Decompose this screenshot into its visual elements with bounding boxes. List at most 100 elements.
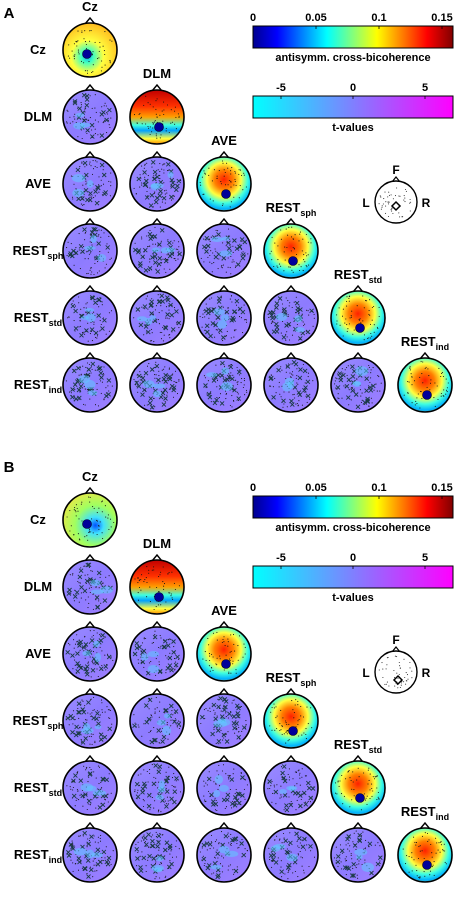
electrode-dot: [153, 387, 155, 389]
electrode-dot: [75, 515, 77, 517]
electrode-dot: [306, 309, 308, 311]
electrode-dot: [84, 108, 86, 110]
electrode-dot: [72, 574, 74, 576]
significance-marker: [163, 779, 169, 784]
electrode-dot: [151, 332, 153, 334]
significance-marker: [78, 243, 84, 249]
electrode-dot: [240, 254, 242, 256]
electrode-dot: [288, 305, 290, 307]
significance-marker: [75, 651, 80, 656]
electrode-dot: [202, 658, 204, 660]
significance-marker: [302, 387, 307, 393]
orientation-electrode: [382, 203, 384, 205]
electrode-dot: [268, 847, 270, 849]
row-label-subscript: sph: [47, 721, 63, 731]
t-value-cluster: [73, 122, 86, 130]
electrode-dot: [222, 203, 224, 205]
significance-marker: [346, 377, 352, 383]
tvalue-topomap: [129, 284, 185, 346]
electrode-dot: [269, 253, 271, 255]
electrode-dot: [145, 870, 147, 873]
electrode-dot: [93, 273, 95, 276]
electrode-dot: [204, 799, 206, 801]
reference-electrode: [288, 726, 298, 736]
diagonal-topomap: [62, 16, 118, 78]
electrode-dot: [305, 233, 307, 236]
electrode-dot: [408, 381, 410, 383]
electrode-dot: [220, 266, 222, 268]
electrode-dot: [337, 781, 339, 783]
electrode-dot: [435, 837, 437, 839]
electrode-dot: [206, 784, 208, 786]
electrode-dot: [286, 733, 288, 735]
electrode-dot: [308, 398, 311, 400]
significance-marker: [95, 605, 100, 610]
electrode-dot: [269, 858, 271, 861]
electrode-dot: [174, 588, 176, 591]
significance-marker: [96, 721, 101, 727]
electrode-dot: [236, 866, 238, 868]
electrode-dot: [280, 766, 283, 768]
t-value-cluster: [90, 579, 101, 587]
significance-marker: [86, 874, 91, 879]
electrode-dot: [419, 850, 421, 852]
electrode-dot: [152, 642, 155, 644]
colorbar-bicoherence-bar: [252, 495, 454, 519]
electrode-dot: [168, 572, 170, 574]
row-label: AVE: [25, 176, 51, 191]
electrode-dot: [68, 316, 70, 318]
significance-marker: [83, 642, 89, 647]
significance-marker: [273, 860, 279, 865]
electrode-dot: [420, 391, 422, 393]
electrode-dot: [294, 234, 296, 236]
significance-marker: [76, 709, 81, 715]
electrode-dot: [146, 295, 148, 297]
electrode-dot: [145, 123, 147, 125]
electrode-dot: [82, 805, 84, 807]
electrode-dot: [75, 862, 77, 865]
electrode-dot: [96, 668, 98, 670]
electrode-dot: [203, 238, 205, 240]
electrode-dot: [307, 372, 310, 374]
significance-marker: [156, 261, 162, 267]
significance-marker: [86, 562, 92, 568]
electrode-dot: [301, 776, 303, 778]
electrode-dot: [440, 375, 442, 378]
electrode-dot: [80, 308, 82, 310]
electrode-dot: [141, 236, 143, 238]
electrode-dot: [155, 113, 157, 115]
electrode-dot: [97, 765, 99, 767]
electrode-dot: [281, 369, 283, 371]
significance-marker: [75, 167, 81, 173]
electrode-dot: [219, 655, 221, 657]
electrode-dot: [299, 772, 301, 774]
electrode-dot: [222, 739, 224, 741]
significance-marker: [84, 328, 89, 333]
electrode-dot: [100, 699, 103, 701]
electrode-dot: [216, 770, 218, 772]
orientation-electrode: [386, 664, 388, 666]
electrode-dot: [210, 834, 213, 836]
electrode-dot: [136, 865, 138, 867]
electrode-dot: [100, 602, 102, 604]
electrode-dot: [74, 805, 76, 807]
electrode-dot: [297, 704, 299, 706]
electrode-dot: [372, 776, 374, 778]
electrode-dot: [101, 650, 103, 652]
significance-marker: [145, 329, 151, 335]
electrode-dot: [154, 711, 156, 713]
electrode-dot: [362, 295, 364, 297]
electrode-dot: [152, 123, 154, 125]
electrode-dot: [175, 666, 177, 668]
electrode-dot: [283, 809, 285, 811]
orientation-electrode: [387, 196, 389, 198]
electrode-dot: [202, 313, 204, 315]
electrode-dot: [140, 579, 142, 581]
electrode-dot: [374, 844, 376, 846]
significance-marker: [335, 859, 341, 865]
electrode-dot: [203, 795, 205, 797]
electrode-dot: [425, 366, 427, 368]
electrode-dot: [290, 376, 292, 378]
electrode-dot: [352, 333, 354, 335]
electrode-dot: [101, 66, 103, 68]
